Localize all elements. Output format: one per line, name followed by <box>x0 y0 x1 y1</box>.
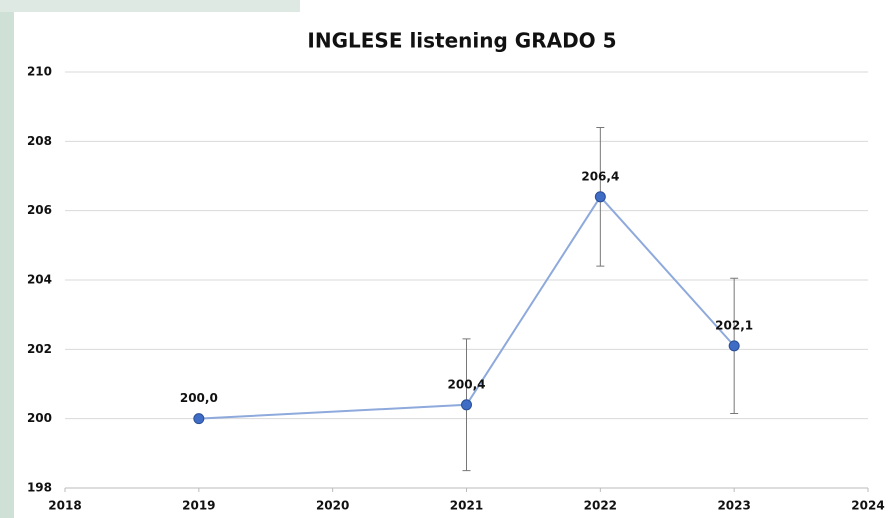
x-tick-label: 2020 <box>316 499 349 513</box>
line <box>198 195 735 420</box>
data-label: 200,4 <box>448 377 486 391</box>
x-tick-label: 2023 <box>717 499 750 513</box>
y-tick-label: 210 <box>27 65 52 79</box>
point <box>728 340 740 352</box>
chart-title: INGLESE listening GRADO 5 <box>307 29 616 53</box>
y-tick-label: 198 <box>27 481 52 495</box>
y-tick-label: 202 <box>27 342 52 356</box>
point <box>193 413 205 425</box>
point <box>461 399 472 411</box>
left-edge-decoration <box>0 0 14 518</box>
x-tick-label: 2018 <box>48 499 81 513</box>
point <box>594 191 606 203</box>
y-tick-label: 208 <box>27 134 52 148</box>
y-tick-label: 204 <box>27 273 52 287</box>
data-label: 200,0 <box>180 391 218 405</box>
data-label: 206,4 <box>581 169 619 183</box>
data-label: 202,1 <box>715 318 753 332</box>
y-tick-label: 206 <box>27 203 52 217</box>
x-tick-label: 2021 <box>450 499 483 513</box>
x-tick-label: 2024 <box>851 499 884 513</box>
y-tick-label: 200 <box>27 411 52 425</box>
x-tick-label: 2019 <box>182 499 215 513</box>
top-edge-decoration <box>0 0 300 12</box>
x-tick-label: 2022 <box>584 499 617 513</box>
